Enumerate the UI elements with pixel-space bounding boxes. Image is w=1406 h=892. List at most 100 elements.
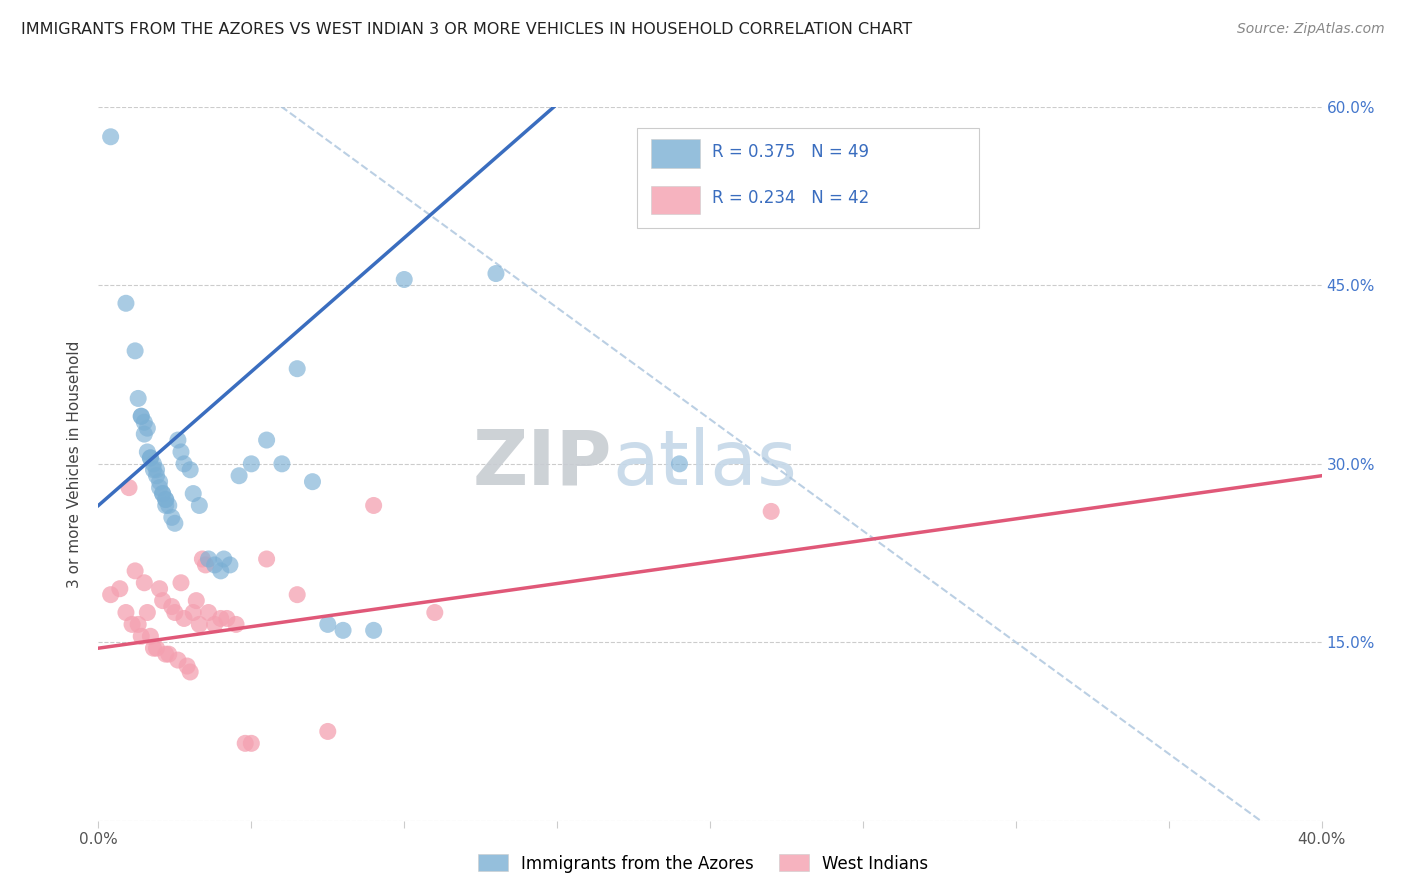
Point xyxy=(392,272,416,286)
Point xyxy=(423,606,446,620)
Point xyxy=(139,629,162,643)
Text: atlas: atlas xyxy=(612,427,797,500)
Point xyxy=(124,564,146,578)
Point xyxy=(127,392,149,406)
Point xyxy=(118,481,141,495)
Point xyxy=(219,558,242,572)
Text: IMMIGRANTS FROM THE AZORES VS WEST INDIAN 3 OR MORE VEHICLES IN HOUSEHOLD CORREL: IMMIGRANTS FROM THE AZORES VS WEST INDIA… xyxy=(21,22,912,37)
Point xyxy=(127,617,149,632)
Point xyxy=(197,606,219,620)
Point xyxy=(160,510,183,524)
Point xyxy=(155,492,177,507)
Point xyxy=(228,468,250,483)
Point xyxy=(129,629,152,643)
Point xyxy=(100,588,122,602)
Point xyxy=(157,499,180,513)
Point xyxy=(181,606,204,620)
Point xyxy=(212,552,235,566)
Point xyxy=(240,736,263,750)
Point xyxy=(149,475,172,489)
Point xyxy=(157,647,180,661)
Point xyxy=(186,593,208,607)
Point xyxy=(136,606,159,620)
Point xyxy=(155,492,177,507)
Point xyxy=(188,499,211,513)
Point xyxy=(167,653,190,667)
Legend: Immigrants from the Azores, West Indians: Immigrants from the Azores, West Indians xyxy=(471,847,935,880)
Point xyxy=(759,504,782,518)
Point xyxy=(270,457,292,471)
Point xyxy=(240,457,263,471)
Point xyxy=(115,296,138,310)
Point xyxy=(134,415,156,429)
Point xyxy=(124,343,146,358)
Point xyxy=(363,624,385,638)
Point xyxy=(256,433,278,447)
Point xyxy=(134,427,156,442)
Point xyxy=(215,611,238,625)
Point xyxy=(163,516,186,531)
Point xyxy=(155,499,177,513)
Point xyxy=(332,624,354,638)
Y-axis label: 3 or more Vehicles in Household: 3 or more Vehicles in Household xyxy=(67,340,83,588)
Text: ZIP: ZIP xyxy=(472,427,612,500)
Point xyxy=(363,499,385,513)
Point xyxy=(142,457,165,471)
Point xyxy=(108,582,131,596)
Bar xyxy=(637,128,979,228)
Point xyxy=(145,463,167,477)
Bar xyxy=(651,186,700,214)
Point xyxy=(145,468,167,483)
Point xyxy=(170,445,193,459)
Point xyxy=(134,575,156,590)
Point xyxy=(160,599,183,614)
Point xyxy=(191,552,214,566)
Point xyxy=(149,481,172,495)
Point xyxy=(136,421,159,435)
Point xyxy=(170,575,193,590)
Point xyxy=(256,552,278,566)
Point xyxy=(233,736,256,750)
Text: Source: ZipAtlas.com: Source: ZipAtlas.com xyxy=(1237,22,1385,37)
Point xyxy=(179,463,201,477)
Point xyxy=(145,641,167,656)
Point xyxy=(181,486,204,500)
Point xyxy=(173,611,195,625)
Point xyxy=(176,659,198,673)
Point xyxy=(225,617,247,632)
Point xyxy=(139,450,162,465)
Point xyxy=(152,486,174,500)
Point xyxy=(142,641,165,656)
Point xyxy=(115,606,138,620)
Point xyxy=(155,647,177,661)
Point xyxy=(100,129,122,144)
Point xyxy=(152,486,174,500)
Point xyxy=(285,588,308,602)
Point xyxy=(149,582,172,596)
Point xyxy=(485,267,508,281)
Point xyxy=(179,665,201,679)
Point xyxy=(163,606,186,620)
Point xyxy=(209,611,232,625)
Point xyxy=(316,617,339,632)
Point xyxy=(173,457,195,471)
Point xyxy=(142,463,165,477)
Point xyxy=(121,617,143,632)
Point xyxy=(167,433,190,447)
Point xyxy=(129,409,152,424)
Point xyxy=(194,558,217,572)
Text: R = 0.234   N = 42: R = 0.234 N = 42 xyxy=(713,189,870,207)
Point xyxy=(136,445,159,459)
Point xyxy=(129,409,152,424)
Point xyxy=(316,724,339,739)
Text: R = 0.375   N = 49: R = 0.375 N = 49 xyxy=(713,143,869,161)
Point xyxy=(209,564,232,578)
Point xyxy=(139,450,162,465)
Point xyxy=(204,558,226,572)
Point xyxy=(285,361,308,376)
Bar xyxy=(651,139,700,168)
Point xyxy=(204,617,226,632)
Point xyxy=(668,457,690,471)
Point xyxy=(188,617,211,632)
Point xyxy=(301,475,323,489)
